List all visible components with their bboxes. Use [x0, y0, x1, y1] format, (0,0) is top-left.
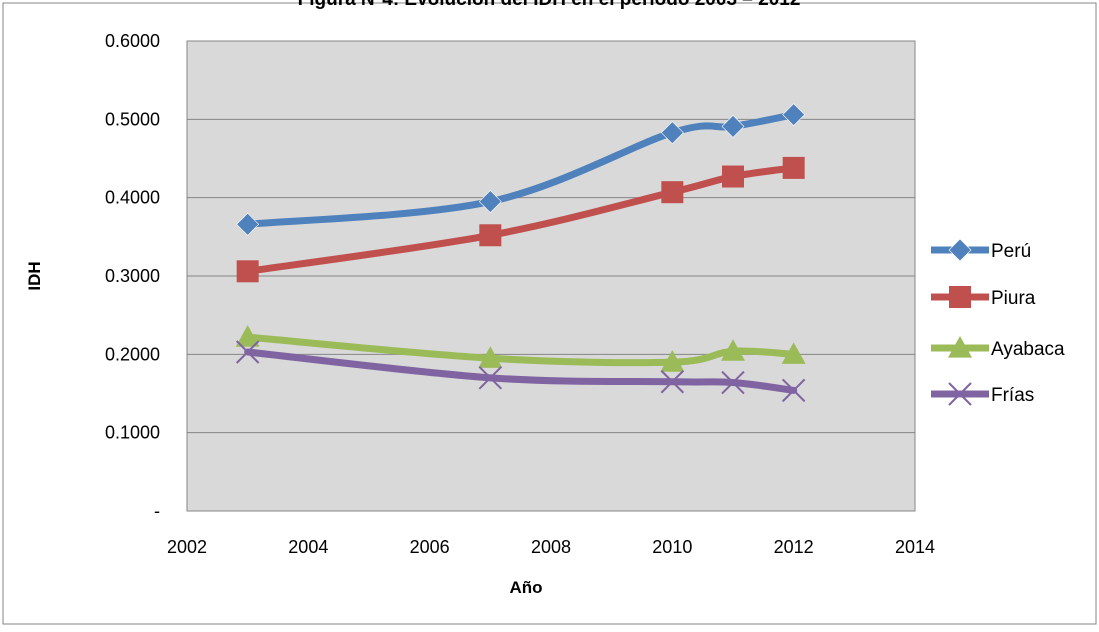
legend-entry-3: Frías	[931, 382, 1034, 406]
y-tick-label: 0.3000	[105, 266, 160, 286]
y-tick-label: 0.5000	[105, 109, 160, 129]
y-tick-label: 0.2000	[105, 344, 160, 364]
series-1	[236, 156, 805, 283]
chart-title: Figura N°4: Evolución del IDH en el peri…	[298, 0, 801, 10]
data-point	[236, 260, 259, 283]
y-tick-label: 0.4000	[105, 188, 160, 208]
data-point	[782, 156, 805, 179]
legend-label: Perú	[991, 241, 1031, 262]
y-tick-label: 0.6000	[105, 31, 160, 51]
data-point	[235, 325, 260, 347]
axes: - 0.1000 0.2000 0.3000 0.4000 0.5000 0.6000 200…	[105, 31, 935, 557]
data-point	[478, 346, 503, 368]
x-tick-label: 2014	[895, 537, 935, 557]
data-point	[660, 121, 684, 145]
x-tick-label: 2010	[652, 537, 692, 557]
marker-stroke	[235, 340, 260, 364]
data-point	[721, 370, 745, 395]
x-tick-label: 2008	[531, 537, 571, 557]
data-point	[781, 342, 806, 364]
legend-label: Piura	[991, 288, 1036, 309]
marker-stroke	[478, 366, 503, 390]
legend: Perú Piura Ayabaca Frías	[931, 238, 1065, 406]
x-tick-label: 2004	[288, 537, 328, 557]
legend-entry-0: Perú	[931, 238, 1031, 262]
x-tick-label: 2002	[167, 537, 207, 557]
data-point	[661, 181, 684, 204]
x-tick-label: 2012	[774, 537, 814, 557]
data-point	[478, 190, 502, 214]
y-axis-label: IDH	[25, 261, 44, 290]
legend-entry-2: Ayabaca	[931, 336, 1065, 360]
data-point	[782, 103, 806, 127]
data-point	[721, 114, 745, 138]
data-point	[722, 165, 744, 188]
series-0	[236, 103, 806, 236]
legend-marker	[948, 238, 972, 262]
data-point	[721, 339, 745, 361]
data-point	[660, 350, 685, 372]
series-group	[235, 103, 806, 403]
x-axis-label: Año	[509, 578, 542, 597]
data-point	[236, 212, 260, 236]
legend-marker	[949, 286, 971, 308]
marker-stroke	[721, 370, 745, 395]
data-point	[781, 378, 806, 403]
legend-label: Frías	[991, 385, 1034, 406]
series-2	[235, 325, 806, 372]
marker-stroke	[948, 382, 972, 406]
data-point	[479, 224, 502, 247]
y-tick-label: -	[154, 501, 160, 521]
data-point	[478, 366, 503, 390]
marker-stroke	[660, 370, 685, 394]
legend-marker	[948, 382, 972, 406]
marker-stroke	[781, 378, 806, 403]
data-point	[660, 370, 685, 394]
y-tick-label: 0.1000	[105, 423, 160, 443]
legend-marker	[948, 336, 972, 358]
legend-label: Ayabaca	[991, 339, 1065, 360]
legend-entry-1: Piura	[931, 286, 1036, 309]
data-point	[235, 340, 260, 364]
series-3	[235, 340, 806, 403]
plot-area	[186, 40, 916, 512]
x-tick-label: 2006	[410, 537, 450, 557]
